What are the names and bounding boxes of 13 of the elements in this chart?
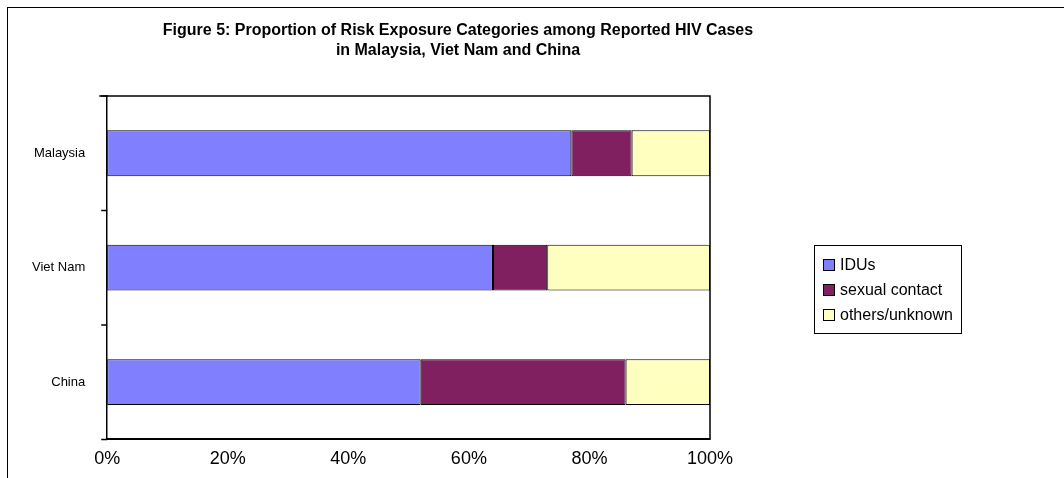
legend-label: sexual contact (840, 280, 943, 299)
x-tick-label: 0% (94, 448, 121, 469)
x-tick-label: 20% (209, 448, 246, 469)
x-tick-label: 100% (686, 448, 734, 469)
y-tick-label: Viet Nam (31, 259, 86, 275)
legend-label: others/unknown (840, 305, 953, 324)
y-tick-label: Malaysia (33, 144, 86, 160)
legend-label: IDUs (840, 255, 876, 274)
x-tick-label: 60% (450, 448, 487, 469)
x-tick-label: 80% (571, 448, 608, 469)
y-tick-label: China (51, 373, 86, 389)
x-tick-label: 40% (330, 448, 367, 469)
chart-title: Figure 5: Proportion of Risk Exposure Categories among Reported HIV Cases in Malaysia, Viet Nam and China (161, 20, 755, 60)
